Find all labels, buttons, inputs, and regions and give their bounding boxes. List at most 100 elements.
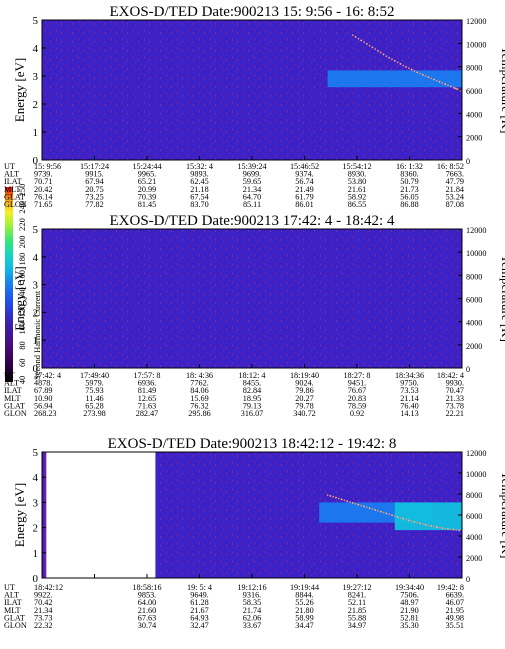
ephemeris-cell: 21.67	[190, 606, 208, 615]
temperature-point	[388, 513, 391, 516]
ephemeris-cell: 21.84	[446, 185, 464, 194]
ephemeris-cell: 21.61	[348, 185, 366, 194]
ephemeris-row-label: GLON	[4, 621, 27, 630]
temperature-point	[365, 43, 368, 45]
temperature-point	[365, 506, 368, 509]
ephemeris-cell: 21.14	[400, 394, 418, 403]
left-tick-label: 1	[33, 335, 39, 347]
ephemeris-cell: 56.94	[34, 401, 52, 410]
ephemeris-cell: 21.85	[348, 606, 366, 615]
temperature-point	[368, 44, 371, 47]
temperature-point	[455, 87, 458, 90]
ephemeris-cell: 18:12: 4	[238, 371, 265, 380]
ephemeris-cell: 8930.	[348, 170, 366, 179]
ephemeris-cell: 21.34	[34, 606, 52, 615]
colorbar-tick-label: 60	[17, 358, 27, 367]
temperature-point	[458, 529, 461, 532]
y-axis-label-right: Temperature [K]	[499, 255, 505, 342]
ephemeris-cell: 33.67	[243, 621, 261, 630]
ephemeris-cell: 18:42: 4	[437, 371, 464, 380]
ephemeris-cell: 7506.	[400, 591, 418, 600]
ephemeris-row-label: GLAT	[4, 401, 25, 410]
right-tick-label: 12000	[466, 226, 486, 235]
heatmap-background	[42, 229, 462, 368]
temperature-point	[444, 83, 447, 86]
ephemeris-cell: 9739.	[34, 170, 52, 179]
ephemeris-cell: 55.88	[348, 613, 366, 622]
temperature-point	[396, 516, 399, 518]
temperature-point	[449, 528, 452, 531]
left-tick-label: 3	[33, 497, 39, 509]
ephemeris-cell: 52.11	[348, 598, 366, 607]
ephemeris-cell: 70.71	[34, 177, 52, 186]
ephemeris-cell: 21.95	[446, 606, 464, 615]
ephemeris-row-label: MLT	[4, 394, 21, 403]
ephemeris-cell: 78.59	[348, 401, 366, 410]
ephemeris-cell: 50.79	[400, 177, 418, 186]
ephemeris-cell: 18:19:40	[290, 371, 319, 380]
right-tick-label: 0	[466, 575, 470, 584]
temperature-point	[430, 77, 433, 80]
left-tick-label: 2	[33, 523, 39, 535]
ephemeris-cell: 49.98	[446, 613, 464, 622]
right-tick-label: 8000	[466, 272, 482, 281]
ephemeris-cell: 18.95	[243, 394, 261, 403]
ephemeris-cell: 83.70	[190, 200, 208, 209]
right-tick-label: 6000	[466, 87, 482, 96]
ephemeris-cell: 6936.	[138, 379, 156, 388]
temperature-point	[424, 523, 427, 526]
temperature-point	[396, 61, 399, 64]
ephemeris-cell: 295.86	[188, 409, 211, 418]
ephemeris-cell: 20.75	[85, 185, 103, 194]
temperature-point	[391, 58, 393, 61]
temperature-point	[435, 526, 438, 528]
ephemeris-cell: 35.30	[400, 621, 418, 630]
ephemeris-cell: 15:17:24	[80, 162, 109, 171]
colorbar-label: Second Harmonic Current	[32, 290, 42, 380]
temperature-point	[357, 503, 360, 506]
ephemeris-cell: 35.51	[446, 621, 464, 630]
right-tick-label: 8000	[466, 491, 482, 500]
ephemeris-cell: 9024.	[295, 379, 313, 388]
temperature-point	[382, 511, 385, 514]
ephemeris-cell: 20.99	[138, 185, 156, 194]
ephemeris-cell: 9915.	[85, 170, 103, 179]
ephemeris-cell: 65.21	[138, 177, 156, 186]
ephemeris-row-label: MLT	[4, 606, 21, 615]
ephemeris-cell: 18: 4:36	[186, 371, 213, 380]
temperature-point	[410, 68, 413, 71]
ephemeris-cell: 18:42:12	[34, 583, 63, 592]
temperature-point	[402, 517, 405, 520]
ephemeris-cell: 84.06	[190, 386, 208, 395]
ephemeris-cell: 79.78	[295, 401, 313, 410]
right-tick-label: 4000	[466, 533, 482, 542]
ephemeris-cell: 20.83	[348, 394, 366, 403]
right-tick-label: 2000	[466, 134, 482, 143]
ephemeris-cell: 8360.	[400, 170, 418, 179]
heatmap-background	[42, 20, 462, 160]
ephemeris-cell: 71.63	[138, 401, 156, 410]
temperature-point	[410, 520, 413, 523]
ephemeris-cell: 19:42: 8	[437, 583, 464, 592]
temperature-point	[416, 521, 419, 524]
temperature-point	[357, 37, 360, 40]
ephemeris-cell: 9451.	[348, 379, 366, 388]
temperature-point	[421, 73, 424, 76]
ephemeris-cell: 79.86	[295, 386, 313, 395]
ephemeris-row-label: UT	[4, 583, 15, 592]
temperature-point	[349, 501, 351, 503]
ephemeris-cell: 86.88	[400, 200, 418, 209]
ephemeris-cell: 70.47	[446, 386, 464, 395]
ephemeris-cell: 64.00	[138, 598, 156, 607]
temperature-point	[455, 529, 458, 531]
ephemeris-cell: 10.90	[34, 394, 52, 403]
colorbar-tick-label: 240	[17, 201, 27, 214]
ephemeris-cell: 48.97	[400, 598, 418, 607]
temperature-point	[427, 524, 430, 527]
ephemeris-cell: 82.84	[243, 386, 261, 395]
ephemeris-cell: 8844.	[295, 591, 313, 600]
colorbar-tick-label: 220	[17, 218, 27, 231]
temperature-point	[363, 505, 365, 508]
temperature-point	[371, 508, 374, 510]
ephemeris-cell: 64.93	[190, 613, 208, 622]
